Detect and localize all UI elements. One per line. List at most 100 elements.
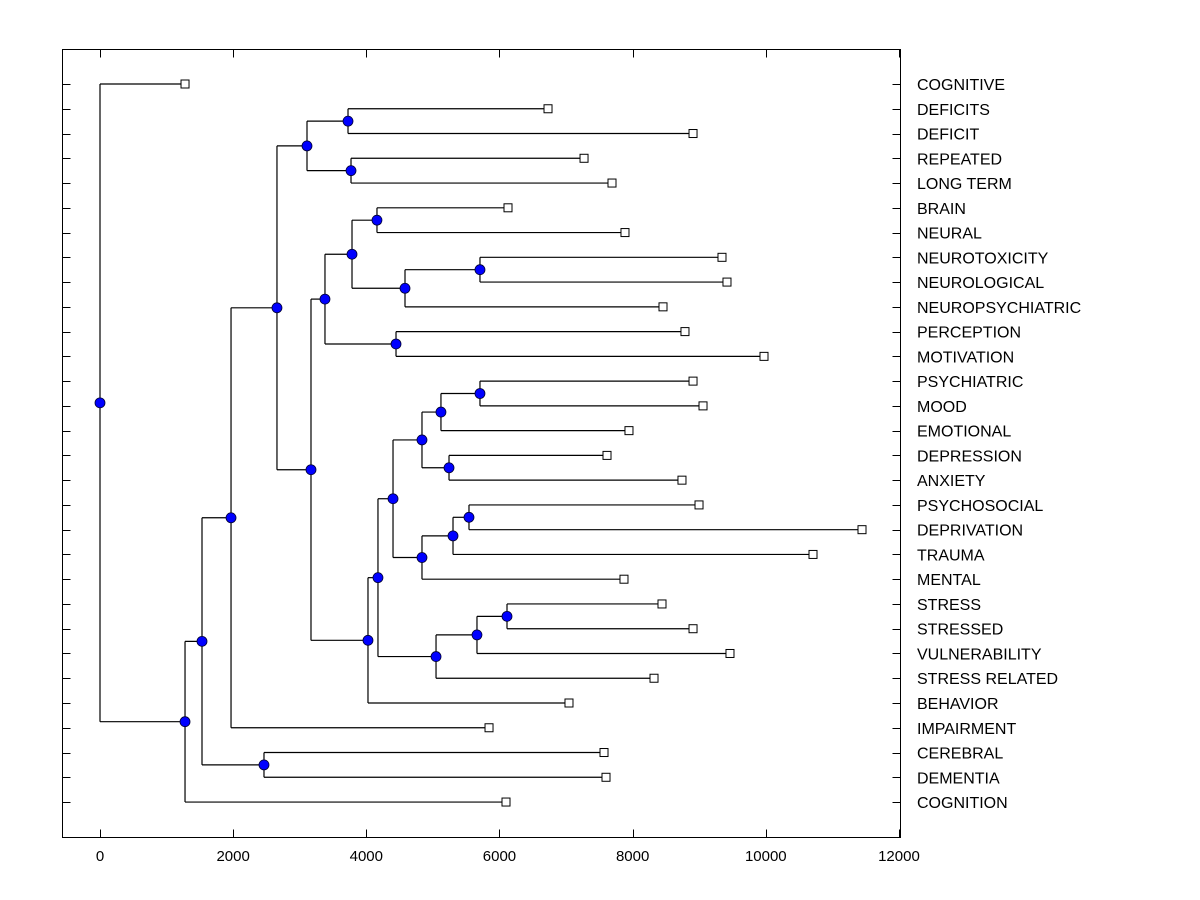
node-marker <box>346 248 358 260</box>
leaf-label: EMOTIONAL <box>917 424 1011 441</box>
x-tick-label: 0 <box>96 848 104 865</box>
leaf-label: TRAUMA <box>917 547 985 564</box>
node-marker <box>345 165 357 177</box>
node-marker <box>430 651 442 662</box>
leaf-label: ANXIETY <box>917 473 986 490</box>
node-marker <box>474 388 486 399</box>
node-marker <box>443 462 455 474</box>
node-marker <box>225 512 237 524</box>
leaf-label: LONG TERM <box>917 176 1012 193</box>
leaf-labels: COGNITIVE DEFICITS DEFICIT REPEATED LONG TER… <box>917 77 1081 812</box>
node-marker <box>258 759 270 771</box>
leaf-marker <box>602 450 612 460</box>
node-marker <box>94 397 106 409</box>
leaf-label: NEURAL <box>917 226 982 243</box>
plot-frame <box>62 49 901 838</box>
leaf-label: NEUROLOGICAL <box>917 275 1044 292</box>
leaf-marker <box>599 748 609 758</box>
node-marker <box>301 140 313 152</box>
leaf-label: COGNITIVE <box>917 77 1005 94</box>
node-marker <box>501 610 513 622</box>
leaf-marker <box>607 178 617 188</box>
leaf-label: COGNITION <box>917 795 1008 812</box>
leaf-label: CEREBRAL <box>917 746 1003 763</box>
leaf-marker <box>503 203 513 213</box>
leaf-label: REPEATED <box>917 151 1002 168</box>
leaf-marker <box>649 673 659 683</box>
leaf-label: STRESS RELATED <box>917 671 1058 688</box>
axis-ticks <box>62 49 901 838</box>
leaf-label: BEHAVIOR <box>917 696 999 713</box>
node-marker <box>305 464 317 476</box>
node-marker <box>435 406 447 418</box>
node-marker <box>390 338 402 350</box>
leaf-marker <box>688 624 698 634</box>
leaf-marker <box>759 351 769 361</box>
leaf-marker <box>543 104 553 114</box>
leaf-label: MENTAL <box>917 572 981 589</box>
tree-links <box>99 83 863 803</box>
leaf-marker <box>857 525 867 535</box>
leaf-label: STRESSED <box>917 622 1003 639</box>
leaf-label: DEPRESSION <box>917 448 1022 465</box>
node-marker <box>416 552 428 563</box>
leaf-label: PERCEPTION <box>917 325 1021 342</box>
leaf-marker <box>564 698 574 708</box>
leaf-marker <box>677 475 687 485</box>
leaf-marker <box>484 723 494 733</box>
node-marker <box>399 282 411 294</box>
leaf-label: DEFICIT <box>917 127 979 144</box>
leaf-label: PSYCHOSOCIAL <box>917 498 1043 515</box>
leaf-marker <box>725 648 735 658</box>
leaf-marker <box>717 252 727 262</box>
leaf-label: DEFICITS <box>917 102 990 119</box>
leaf-marker <box>624 426 634 436</box>
leaf-marker <box>579 153 589 163</box>
leaf-marker <box>657 599 667 609</box>
leaf-marker <box>694 500 704 510</box>
node-marker <box>463 511 475 523</box>
leaf-marker <box>658 302 668 312</box>
leaf-label: DEMENTIA <box>917 770 1000 787</box>
leaf-marker <box>688 129 698 139</box>
leaf-marker <box>180 79 190 89</box>
node-marker <box>471 629 483 641</box>
x-tick-label: 4000 <box>350 848 383 865</box>
x-tick-labels: 0 2000 4000 6000 8000 10000 12000 <box>96 848 920 865</box>
node-marker <box>372 572 384 584</box>
node-markers <box>94 115 513 771</box>
leaf-label: MOTIVATION <box>917 349 1014 366</box>
leaf-marker <box>688 376 698 386</box>
leaf-marker <box>601 772 611 782</box>
x-tick-label: 12000 <box>878 848 920 865</box>
node-marker <box>271 302 283 314</box>
node-marker <box>416 434 428 446</box>
node-marker <box>362 634 374 646</box>
leaf-markers <box>180 79 867 807</box>
x-tick-label: 6000 <box>483 848 516 865</box>
node-marker <box>447 530 459 542</box>
leaf-marker <box>698 401 708 411</box>
leaf-label: NEUROTOXICITY <box>917 250 1049 267</box>
node-marker <box>196 635 208 647</box>
x-tick-label: 2000 <box>216 848 249 865</box>
leaf-marker <box>808 549 818 559</box>
leaf-label: IMPAIRMENT <box>917 721 1016 738</box>
leaf-marker <box>620 228 630 238</box>
leaf-label: STRESS <box>917 597 981 614</box>
node-marker <box>371 214 383 226</box>
node-marker <box>342 115 354 127</box>
leaf-marker <box>619 574 629 584</box>
leaf-label: DEPRIVATION <box>917 523 1023 540</box>
node-marker <box>179 716 191 728</box>
leaf-marker <box>722 277 732 287</box>
leaf-label: MOOD <box>917 399 967 416</box>
node-marker <box>387 493 399 505</box>
x-tick-label: 8000 <box>616 848 649 865</box>
leaf-label: VULNERABILITY <box>917 646 1042 663</box>
leaf-marker <box>501 797 511 807</box>
leaf-label: PSYCHIATRIC <box>917 374 1023 391</box>
leaf-marker <box>680 327 690 337</box>
node-marker <box>319 293 331 305</box>
